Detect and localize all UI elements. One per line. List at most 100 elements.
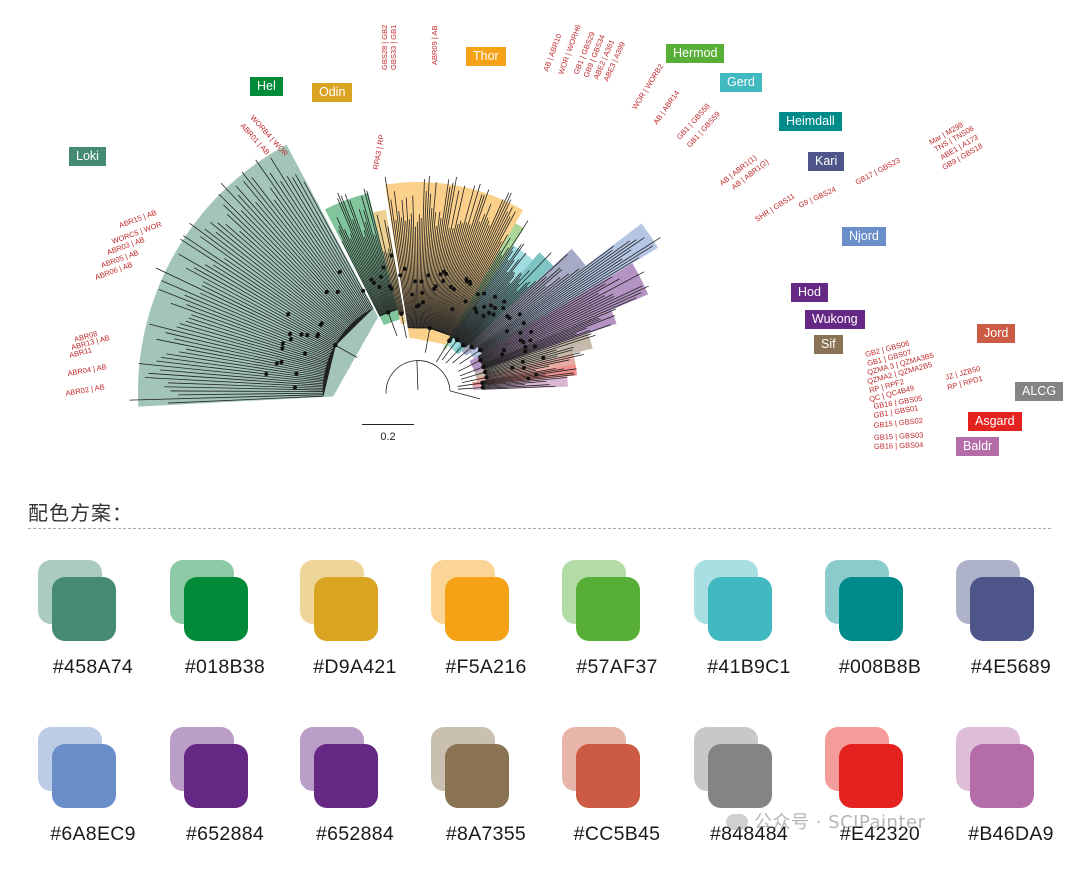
node-dot [469, 344, 474, 350]
node-dot [510, 365, 515, 370]
swatch-solid-square [445, 577, 509, 641]
swatch-solid-square [708, 577, 772, 641]
node-dot [369, 277, 374, 282]
color-swatch: #008B8B [815, 560, 945, 710]
node-dot [463, 299, 468, 304]
node-dot [521, 321, 526, 326]
node-dot [484, 375, 489, 380]
node-dot [504, 329, 509, 334]
color-swatch: #41B9C1 [684, 560, 814, 710]
swatch-solid-square [314, 744, 378, 808]
swatch-hex-label: #652884 [185, 823, 264, 845]
swatch-hex-label: #B46DA9 [968, 823, 1054, 845]
node-dot [482, 369, 488, 375]
swatch-hex-label: #57AF37 [576, 656, 658, 678]
color-swatch: #E42320 [815, 727, 945, 877]
tip-label: ABR02 | AB [65, 382, 105, 398]
node-dot [264, 372, 269, 377]
node-dot [305, 333, 310, 338]
node-dot [299, 332, 304, 337]
branch [424, 328, 431, 353]
node-dot [460, 343, 466, 348]
node-dot [454, 337, 460, 343]
node-dot [491, 312, 496, 317]
node-dot [292, 385, 297, 390]
node-dot [448, 284, 453, 289]
node-dot [526, 376, 531, 381]
tip-label: GB16 | GBS04 [874, 440, 924, 451]
color-swatch: #8A7355 [421, 727, 551, 877]
color-swatch: #4E5689 [946, 560, 1076, 710]
node-dot [381, 265, 386, 270]
wedge-loki [138, 144, 379, 407]
clade-label-alcg: ALCG [1015, 382, 1064, 401]
node-dot [505, 314, 510, 319]
clade-label-hel: Hel [250, 77, 283, 96]
color-swatch: #848484 [684, 727, 814, 877]
swatch-hex-label: #E42320 [839, 823, 921, 845]
node-dot [534, 372, 539, 377]
branch [387, 312, 398, 336]
node-dot [427, 325, 433, 331]
swatch-hex-label: #018B38 [184, 656, 266, 678]
node-dot [294, 371, 299, 376]
node-dot [488, 303, 493, 308]
node-dot [387, 284, 392, 289]
clade-label-loki: Loki [69, 147, 106, 166]
node-dot [480, 380, 485, 386]
node-dot [529, 329, 534, 334]
swatch-hex-label: #4E5689 [970, 656, 1052, 678]
node-dot [523, 344, 528, 349]
swatch-hex-label: #41B9C1 [707, 656, 791, 678]
color-swatch: #652884 [290, 727, 420, 877]
swatch-solid-square [445, 744, 509, 808]
color-swatch: #B46DA9 [946, 727, 1076, 877]
swatch-hex-label: #D9A421 [313, 656, 397, 678]
scale-bar: 0.2 [362, 424, 414, 443]
node-dot [432, 287, 437, 292]
color-swatch: #652884 [160, 727, 290, 877]
swatch-solid-square [314, 577, 378, 641]
node-dot [450, 307, 455, 312]
node-dot [371, 280, 376, 285]
node-dot [481, 313, 486, 318]
color-swatch: #D9A421 [290, 560, 420, 710]
node-dot [438, 272, 443, 277]
node-dot [377, 285, 382, 290]
branch [168, 345, 336, 404]
node-dot [426, 273, 431, 278]
node-dot [335, 289, 340, 294]
node-dot [518, 330, 523, 335]
node-dot [315, 334, 320, 339]
tip-label: RPA3 | RP [371, 134, 386, 171]
tip-label: GBS33 | GB1 [389, 25, 398, 70]
node-dot [288, 331, 293, 336]
tip-label: WOR | WORB2 [630, 62, 665, 111]
node-dot [419, 279, 424, 284]
node-dot [481, 364, 486, 370]
node-dot [399, 311, 404, 316]
node-dot [433, 284, 438, 289]
branch [335, 344, 358, 358]
node-dot [286, 312, 291, 317]
swatch-solid-square [970, 577, 1034, 641]
branch [400, 313, 407, 339]
tip-label: GBS28 | GB2 [380, 25, 389, 70]
swatch-hex-label: #848484 [709, 823, 788, 845]
node-dot [517, 312, 522, 317]
phylogenetic-tree-figure: GBS33 | GB1 GBS28 | GB2 ABR09 | AB AB | ABR… [65, 23, 1064, 456]
swatch-hex-label: #CC5B45 [573, 823, 661, 845]
clade-label-heimdall: Heimdall [779, 112, 842, 131]
node-dot [378, 274, 383, 279]
dashed-divider [28, 528, 1051, 529]
swatch-hex-label: #8A7355 [445, 823, 527, 845]
clade-label-hod: Hod [791, 283, 828, 302]
tip-label: SHR | GBS11 [753, 191, 796, 223]
root-branch [416, 360, 419, 391]
clade-label-thor: Thor [466, 47, 506, 66]
clade-label-hermod: Hermod [666, 44, 725, 63]
node-dot [324, 290, 329, 295]
node-dot [386, 310, 391, 315]
node-dot [480, 385, 486, 390]
node-dot [502, 299, 507, 304]
